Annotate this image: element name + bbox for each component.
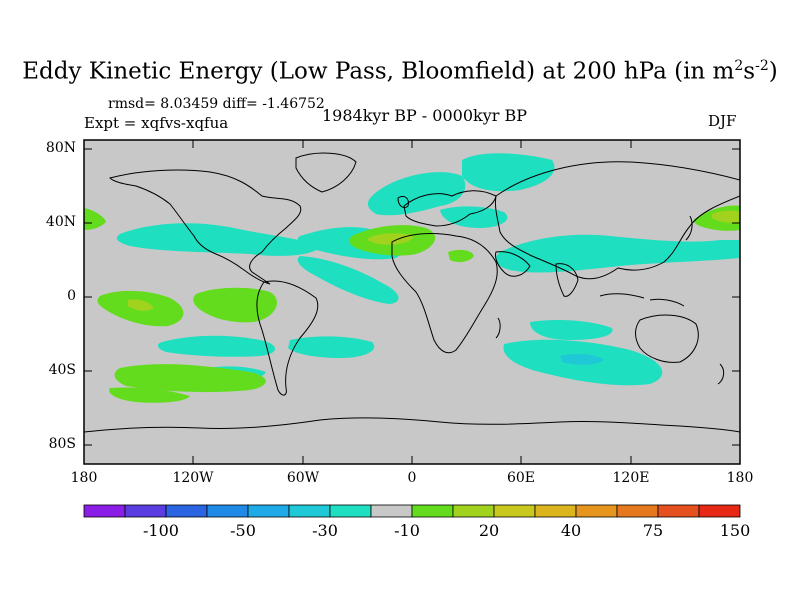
colorbar-swatch — [247, 504, 290, 518]
anomaly-region-south-pacific-west — [109, 387, 190, 403]
statistics-text: rmsd= 8.03459 diff= -1.46752 — [108, 96, 325, 112]
x-label-180-east: 180 — [726, 470, 754, 486]
colorbar-swatch — [124, 504, 167, 518]
colorbar-label-150: 150 — [719, 521, 751, 540]
colorbar-swatch — [329, 504, 372, 518]
x-axis-ticks — [83, 140, 741, 464]
x-label-120e: 120E — [612, 470, 650, 486]
experiment-label: Expt = xqfvs-xqfua — [84, 114, 229, 132]
coastline-south-america — [256, 280, 319, 396]
coastlines — [84, 152, 740, 433]
coastline-greenland — [295, 152, 357, 193]
anomaly-core-indian — [560, 353, 604, 365]
anomaly-region-southern-ocean — [114, 364, 266, 393]
colorbar-label-75: 75 — [642, 521, 664, 540]
anomaly-region-tropical-atlantic — [297, 256, 399, 304]
colorbar-label-minus30: -30 — [312, 521, 338, 540]
coastline-new-zealand — [717, 363, 725, 385]
colorbar-label-minus10: -10 — [394, 521, 420, 540]
y-label-40n: 40N — [45, 214, 76, 230]
coastline-uk — [397, 195, 409, 209]
y-label-40s: 40S — [48, 362, 76, 378]
colorbar-swatch — [493, 504, 536, 518]
colorbar — [83, 504, 741, 518]
colorbar-swatch — [657, 504, 700, 518]
anomaly-region-south-atlantic — [288, 336, 375, 358]
coastline-antarctica — [84, 417, 740, 433]
coastline-asia — [495, 161, 740, 280]
anomaly-region-middle-east — [448, 249, 474, 263]
coastline-indonesia — [599, 293, 685, 307]
anomaly-region-south-pacific — [157, 335, 275, 357]
anomaly-region-south-indian — [530, 320, 613, 340]
anomaly-region-north-atlantic — [367, 172, 466, 216]
colorbar-swatch — [616, 504, 659, 518]
coastline-madagascar — [495, 317, 501, 339]
anomaly-fields — [84, 153, 740, 403]
y-axis-ticks — [84, 148, 740, 446]
colorbar-swatch — [698, 504, 741, 518]
colorbar-label-20: 20 — [478, 521, 500, 540]
colorbar-swatch — [452, 504, 495, 518]
coastline-japan — [685, 215, 693, 241]
colorbar-swatch — [534, 504, 577, 518]
coastline-africa — [391, 233, 498, 354]
colorbar-label-minus100: -100 — [143, 521, 179, 540]
anomaly-region-arctic — [462, 153, 555, 192]
colorbar-swatch — [411, 504, 454, 518]
colorbar-swatch — [575, 504, 618, 518]
colorbar-swatch — [165, 504, 208, 518]
colorbar-swatch — [370, 504, 413, 518]
anomaly-region-asia-band — [495, 234, 740, 273]
x-label-180-west: 180 — [70, 470, 98, 486]
anomaly-core-north-africa — [367, 233, 414, 245]
x-label-0: 0 — [407, 470, 417, 486]
coastline-arabia — [495, 251, 531, 277]
season-label: DJF — [708, 112, 737, 130]
anomaly-region-mediterranean — [440, 206, 508, 228]
x-label-120w: 120W — [172, 470, 214, 486]
colorbar-swatch — [206, 504, 249, 518]
coastline-europe — [403, 190, 497, 227]
x-label-60w: 60W — [286, 470, 320, 486]
period-label: 1984kyr BP - 0000kyr BP — [322, 106, 527, 125]
colorbar-label-minus50: -50 — [230, 521, 256, 540]
coastline-australia — [635, 314, 699, 363]
coastline-north-america — [109, 169, 302, 285]
anomaly-core-west-pacific — [712, 210, 740, 223]
y-label-80n: 80N — [45, 140, 76, 156]
anomaly-core-east-pacific — [128, 299, 154, 311]
coastline-india — [555, 263, 579, 297]
y-label-equator: 0 — [67, 288, 76, 304]
anomaly-region-central-pacific — [193, 287, 277, 323]
anomaly-region-dateline — [84, 208, 106, 230]
map-title: Eddy Kinetic Energy (Low Pass, Bloomfiel… — [22, 58, 778, 85]
x-label-60e: 60E — [506, 470, 536, 486]
colorbar-swatch — [288, 504, 331, 518]
y-label-80s: 80S — [48, 436, 76, 452]
colorbar-label-40: 40 — [560, 521, 582, 540]
anomaly-region-north-pacific — [116, 223, 320, 256]
colorbar-swatch — [83, 504, 126, 518]
